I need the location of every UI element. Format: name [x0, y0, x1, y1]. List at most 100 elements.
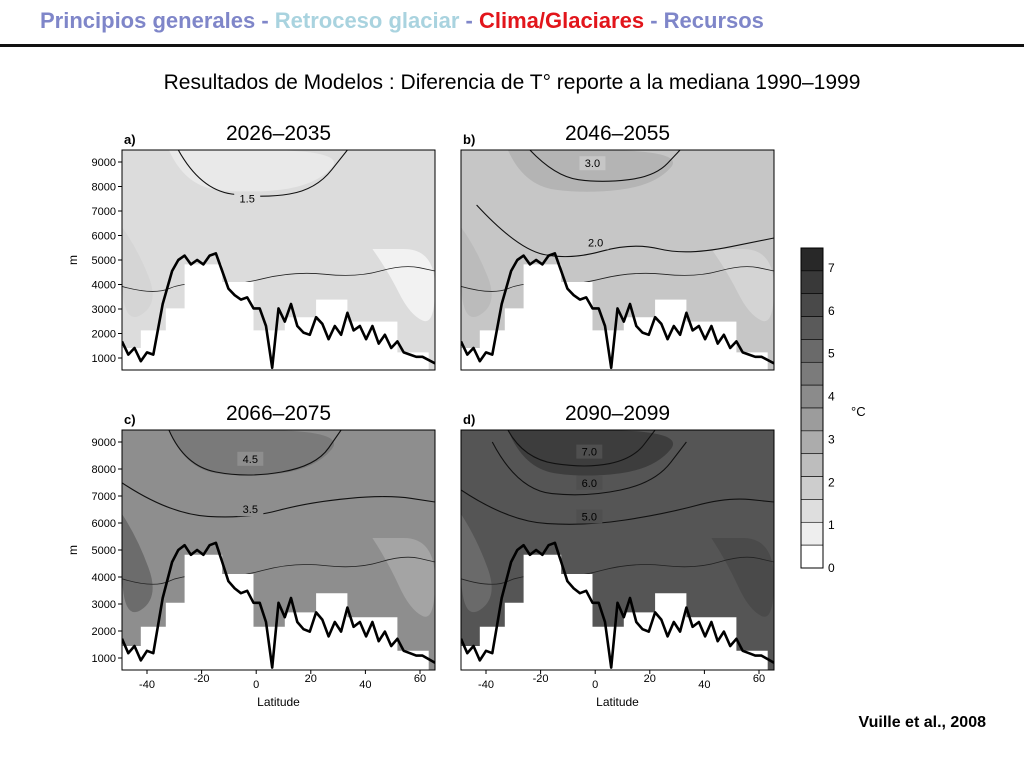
panel-letter: b) [463, 132, 475, 147]
colorbar-tick-label: 7 [828, 261, 835, 275]
contour-label: 5.0 [582, 511, 597, 523]
colorbar-step [800, 544, 824, 569]
colorbar-tick-label: 6 [828, 304, 835, 318]
x-tick-label: 40 [698, 679, 710, 691]
terrain-mask [461, 554, 768, 670]
left-band [461, 514, 492, 613]
nav-recursos[interactable]: Recursos [663, 8, 764, 33]
contour-label: 4.5 [243, 454, 258, 466]
panel-period-title: 2066–2075 [226, 402, 331, 425]
section-nav: Principios generales - Retroceso glaciar… [40, 8, 764, 34]
contour-label-bg [576, 444, 603, 459]
panel-letter: c) [124, 412, 136, 427]
y-tick-label: 3000 [92, 304, 116, 316]
y-tick-label: 3000 [92, 599, 116, 611]
contour-line [168, 430, 342, 476]
panel-frame [460, 149, 775, 371]
y-tick-label: 6000 [92, 518, 116, 530]
y-tick-label: 1000 [92, 353, 116, 365]
colorbar-step [800, 499, 824, 523]
contour-label-bg [579, 156, 606, 171]
y-tick-label: 7000 [92, 491, 116, 503]
slide-header: Principios generales - Retroceso glaciar… [0, 0, 1024, 47]
terrain-mask [122, 554, 429, 670]
panel-period-title: 2046–2055 [565, 122, 670, 145]
nav-separator: - [459, 8, 479, 33]
contour-label-bg [576, 509, 603, 524]
contour-line [122, 556, 435, 585]
contour-label: 1.5 [240, 193, 255, 205]
panel-1: 1.5 a) 2026–2035 9000 8000 7000 6000 5000 4000 30… [66, 122, 436, 371]
y-tick-label: 8000 [92, 464, 116, 476]
colorbar-unit: °C [851, 404, 866, 419]
contour-line [507, 430, 656, 467]
contour-line [461, 489, 774, 525]
colorbar-step [800, 293, 824, 317]
contour-label: 3.5 [243, 504, 258, 516]
nav-clima-glaciares[interactable]: Clima/Glaciares [478, 8, 645, 33]
colorbar-step [800, 430, 824, 455]
slide-subtitle: Resultados de Modelos : Diferencia de T°… [163, 71, 861, 94]
x-tick-label: 60 [414, 673, 426, 685]
contour-line [122, 482, 435, 518]
colorbar-tick-label: 2 [828, 475, 835, 489]
nav-principios-generales[interactable]: Principios generales [40, 8, 256, 33]
colorbar-tick-label: 3 [828, 432, 835, 446]
panel-field [122, 150, 435, 370]
y-axis-label: m [66, 255, 80, 265]
colorbar-step [800, 316, 824, 340]
x-tick-label: 40 [359, 679, 371, 691]
x-tick-label: -40 [478, 679, 494, 691]
colorbar-tick-label: 1 [828, 518, 835, 532]
contour-line [122, 266, 435, 292]
y-tick-label: 4000 [92, 280, 116, 292]
colorbar-step [800, 476, 824, 500]
contour-label-bg [237, 502, 264, 517]
colorbar-step [800, 407, 824, 432]
nav-separator: - [255, 8, 275, 33]
contour-label: 7.0 [582, 447, 597, 459]
y-axis-label: m [66, 545, 80, 555]
contour-label-bg [237, 451, 264, 466]
y-tick-label: 1000 [92, 653, 116, 665]
contour-line [476, 204, 774, 258]
x-tick-label: 20 [644, 673, 656, 685]
nav-separator: - [644, 8, 664, 33]
x-tick-label: -40 [139, 679, 155, 691]
y-tick-label: 9000 [92, 157, 116, 169]
contour-label-bg [234, 191, 261, 206]
contour-line [529, 150, 681, 182]
colorbar-step [800, 453, 824, 477]
y-tick-label: 2000 [92, 626, 116, 638]
panel-letter: a) [124, 132, 136, 147]
contour-label: 2.0 [588, 237, 603, 249]
contour-line [461, 556, 774, 585]
y-tick-label: 5000 [92, 255, 116, 267]
topography-line [122, 252, 435, 370]
upper-band [168, 150, 335, 192]
x-axis-label: Latitude [596, 695, 639, 709]
panel-letter: d) [463, 412, 475, 427]
contour-line [177, 150, 348, 197]
x-tick-label: -20 [194, 673, 210, 685]
panel-3: 4.53.5c) 2066–207590008000700060005000400… [66, 402, 436, 709]
colorbar-tick-label: 0 [828, 561, 835, 575]
y-tick-label: 5000 [92, 545, 116, 557]
x-tick-label: 0 [253, 679, 259, 691]
contour-label: 3.0 [585, 158, 600, 170]
left-band [122, 514, 153, 613]
contour-line [461, 266, 774, 292]
nav-retroceso-glaciar[interactable]: Retroceso glaciar [274, 8, 460, 33]
panel-frame [460, 429, 775, 671]
contour-label-bg [576, 475, 603, 490]
y-tick-label: 8000 [92, 182, 116, 194]
side-band [711, 538, 774, 617]
citation: Vuille et al., 2008 [858, 714, 986, 731]
left-band [122, 227, 153, 317]
colorbar-step [800, 247, 824, 272]
left-band [461, 227, 492, 317]
panel-field [122, 430, 435, 670]
side-band [372, 538, 435, 617]
panel-4: 7.0 6.0 5.0 d) 2090–2099 -40 -20 0 20 40 60 Latitud… [460, 402, 775, 709]
